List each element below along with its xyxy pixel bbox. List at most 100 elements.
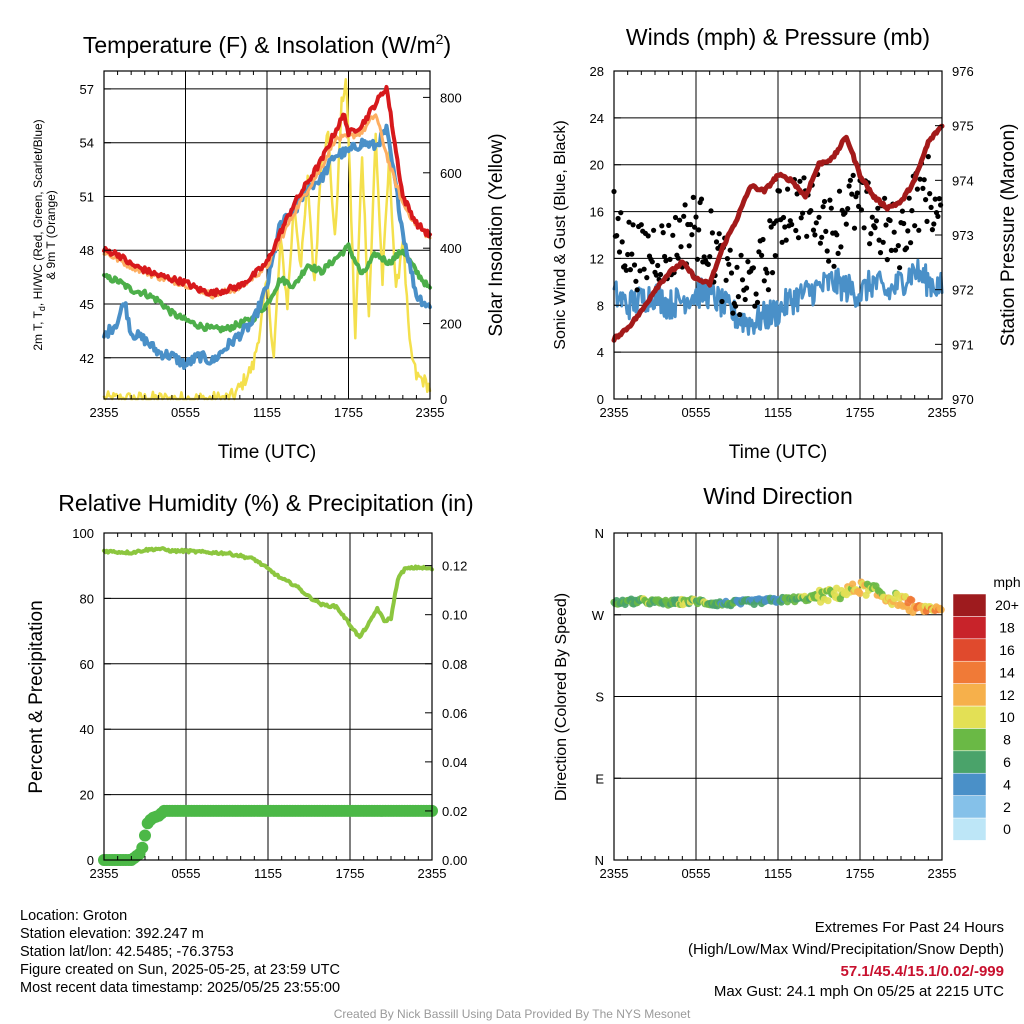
gust-point [675,255,681,261]
gust-point [821,198,828,205]
colorbar-swatch [952,750,987,774]
gust-point [630,222,636,228]
gust-point [908,240,914,246]
colorbar-swatch [952,728,987,752]
gust-point [726,261,732,267]
gust-point [733,303,739,309]
gust-point [615,215,621,222]
gust-point [764,270,770,276]
gust-point [783,237,789,243]
gust-point [779,239,785,245]
y2-tick-label: 0 [440,392,447,407]
gust-point [846,183,852,189]
colorbar-swatch [952,795,987,819]
winds-ylabel-right: Station Pressure (Maroon) [998,124,1019,347]
gust-point [686,243,692,249]
gust-point [626,219,632,225]
direction-panel: Wind Direction 2355 0555 1155 1755 2355NESWN… [553,483,1021,881]
y-tick-label: 100 [72,526,94,541]
y-tick-label: 0 [87,853,94,868]
gust-point [756,249,762,255]
gust-point [772,253,778,259]
gust-point [891,229,897,235]
y-tick-label: 12 [590,251,604,266]
gust-point [903,245,910,251]
gust-point [877,250,884,256]
series-line-hi-wc [102,123,432,370]
colorbar-swatch [952,772,987,796]
gust-point [659,223,665,229]
gust-point [906,195,912,201]
gust-point [927,191,933,197]
y-tick-label: 20 [590,158,604,173]
gust-point [804,233,810,239]
gust-point [667,256,673,262]
gust-point [670,232,676,238]
gust-point [629,251,635,257]
gust-point [909,208,915,214]
gust-point [761,278,767,284]
credit-text: Created By Nick Bassill Using Data Provi… [333,1007,691,1021]
x-tick-label: 2355 [416,405,445,420]
gust-point [826,258,832,264]
x-tick-label: 2355 [600,405,629,420]
y2-tick-label: 600 [440,166,462,181]
colorbar-swatch [952,660,987,684]
gust-point [854,190,860,196]
gust-point [739,277,746,283]
gust-point [707,254,713,260]
y-tick-label: 0 [597,392,604,407]
gust-point [719,298,725,305]
created-text: Figure created on Sun, 2025-05-25, at 23… [20,962,340,978]
gust-point [769,270,776,276]
colorbar-swatch [952,683,987,707]
elevation-text: Station elevation: 392.247 m [20,926,204,942]
gust-point [723,277,729,283]
gust-point [823,228,829,234]
series-line-station-pressure [611,123,945,343]
x-tick-label: 2355 [928,405,957,420]
temperature-panel: Temperature (F) & Insolation (W/m2) 2355… [31,31,507,463]
gust-point [869,214,875,220]
x-tick-label: 2355 [928,866,957,881]
gust-point [892,247,899,253]
gust-point [730,310,736,316]
series-line-9m-t [102,113,432,300]
gust-point [914,186,921,192]
recent-text: Most recent data timestamp: 2025/05/25 2… [20,980,341,996]
gust-point [645,233,651,239]
direction-point [856,589,864,598]
gust-point [831,263,837,269]
x-tick-label: 1155 [764,405,792,420]
colorbar-swatch [952,638,987,662]
gust-point [876,237,882,243]
gust-point [701,254,707,260]
gust-point [858,207,865,213]
gust-point [713,239,720,245]
gust-point [698,196,705,202]
y2-tick-label: 800 [440,90,462,105]
y-tick-label: 4 [597,345,604,360]
x-tick-label: 1155 [764,866,792,881]
gust-point [873,218,880,224]
gust-point [828,205,834,211]
humidity-panel: Relative Humidity (%) & Precipitation (i… [26,490,474,881]
extremes-title: Extremes For Past 24 Hours [814,919,1004,936]
gust-point [887,217,893,224]
y-tick-label: 16 [590,205,604,220]
gust-point [868,231,874,237]
winds-panel: Winds (mph) & Pressure (mb) 2355 0555 1155… [552,24,1019,463]
gust-point [845,206,851,212]
y2-tick-label: 0.02 [442,804,467,819]
colorbar-label: 2 [1003,799,1011,815]
gust-point [724,256,731,262]
x-tick-label: 2355 [90,405,119,420]
gust-point [813,220,819,226]
gust-point [793,227,799,234]
gust-point [767,218,773,224]
gust-point [708,208,714,214]
gust-point [641,266,647,272]
extremes-info: Extremes For Past 24 Hours (High/Low/Max… [688,917,1004,1001]
y2-tick-label: 973 [952,228,974,243]
colorbar-label: 14 [999,664,1015,680]
